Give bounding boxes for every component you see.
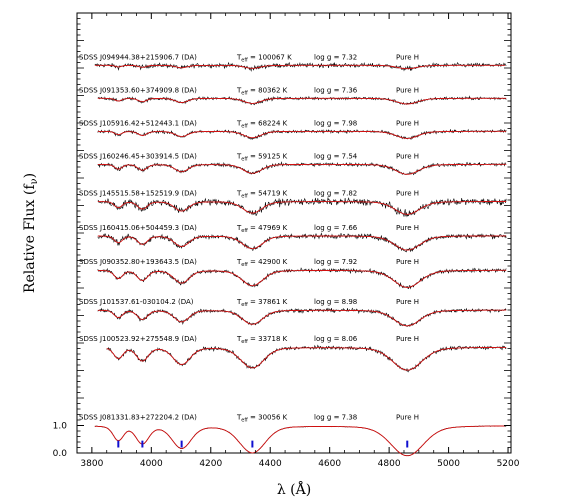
- spectrum-teff: Teff = 68224 K: [236, 119, 288, 129]
- spectrum-teff: Teff = 30056 K: [236, 414, 288, 424]
- spectrum-model: [97, 309, 507, 327]
- spectrum: [94, 425, 507, 457]
- spectrum-logg: log g = 7.32: [314, 53, 357, 61]
- spectrum-teff: Teff = 42900 K: [236, 258, 288, 268]
- spectrum-model: [106, 346, 507, 371]
- spectrum-teff: Teff = 37861 K: [236, 298, 288, 308]
- spectrum-model: [97, 269, 507, 288]
- spectrum-teff: Teff = 59125 K: [236, 152, 288, 162]
- spectrum: [97, 307, 507, 328]
- spectrum-composition: Pure H: [396, 224, 419, 232]
- x-tick-label: 4200: [199, 459, 222, 469]
- spectrum: [97, 128, 507, 140]
- spectrum-logg: log g = 8.98: [314, 298, 357, 306]
- spectrum-logg: log g = 7.54: [314, 152, 358, 160]
- spectrum-name: SDSS J105916.42+512443.1 (DA): [79, 119, 197, 127]
- spectrum-observed: [97, 95, 507, 106]
- plot-frame: [76, 12, 512, 454]
- spectrum-observed: [97, 161, 507, 176]
- spectrum-name: SDSS J081331.83+272204.2 (DA): [79, 414, 197, 422]
- spectrum-teff: Teff = 33718 K: [236, 335, 288, 345]
- spectrum-logg: log g = 8.06: [314, 335, 358, 343]
- spectrum-composition: Pure H: [396, 298, 419, 306]
- spectrum-teff: Teff = 100067 K: [236, 53, 292, 63]
- spectrum-logg: log g = 7.82: [314, 189, 357, 197]
- x-tick-label: 4600: [318, 459, 341, 469]
- spectrum-logg: log g = 7.38: [314, 414, 357, 422]
- x-tick-label: 5200: [497, 459, 520, 469]
- spectrum-composition: Pure H: [396, 258, 419, 266]
- spectrum-composition: Pure H: [396, 86, 419, 94]
- spectrum-composition: Pure H: [396, 189, 419, 197]
- spectrum-name: SDSS J160246.45+303914.5 (DA): [79, 152, 197, 160]
- x-tick-label: 4800: [378, 459, 401, 469]
- spectrum-model: [94, 425, 506, 457]
- y-tick-label: 1.0: [53, 422, 68, 432]
- x-axis: 3800 4000 4200 4400 4600 4800 5000 5200: [80, 13, 520, 469]
- spectrum-name: SDSS J094944.38+215906.7 (DA): [79, 53, 197, 61]
- spectrum-logg: log g = 7.36: [314, 86, 358, 94]
- spectrum-composition: Pure H: [396, 335, 419, 343]
- y-axis-title-main: Relative Flux (f: [22, 183, 38, 293]
- spectrum-model: [97, 130, 507, 139]
- x-axis-title: λ (Å): [277, 480, 311, 498]
- spectrum-composition: Pure H: [396, 414, 419, 422]
- spectrum-label: SDSS J100523.92+275548.9 (DA) Teff = 3371…: [79, 335, 419, 345]
- x-tick-label: 3800: [80, 459, 103, 469]
- spectrum-name: SDSS J100523.92+275548.9 (DA): [79, 335, 197, 343]
- spectrum-model: [97, 201, 507, 215]
- spectrum: [94, 61, 507, 72]
- spectrum-teff: Teff = 54719 K: [236, 189, 288, 199]
- x-tick-label: 5000: [437, 459, 460, 469]
- spectrum: [97, 197, 507, 218]
- y-axis-title-close: ): [22, 173, 38, 178]
- y-axis: 0.0 1.0: [53, 12, 511, 459]
- spectrum-name: SDSS J101537.61-030104.2 (DA): [79, 298, 194, 306]
- spectrum-observed: [94, 61, 507, 72]
- spectrum: [97, 232, 507, 253]
- y-axis-title: Relative Flux (fν): [22, 173, 40, 293]
- spectrum-logg: log g = 7.92: [314, 258, 357, 266]
- spectrum-model: [97, 235, 507, 251]
- spectrum: [106, 344, 507, 373]
- spectrum-composition: Pure H: [396, 119, 419, 127]
- spectrum-label: SDSS J160246.45+303914.5 (DA) Teff = 5912…: [79, 152, 419, 162]
- spectrum-labels: SDSS J094944.38+215906.7 (DA) Teff = 1000…: [79, 53, 419, 423]
- spectrum-model: [94, 64, 506, 70]
- spectrum: [97, 161, 507, 176]
- spectrum-teff: Teff = 80362 K: [236, 86, 288, 96]
- spectrum-label: SDSS J094944.38+215906.7 (DA) Teff = 1000…: [79, 53, 419, 63]
- spectrum: [97, 267, 507, 290]
- spectra-layer: [94, 61, 507, 457]
- spectrum-composition: Pure H: [396, 53, 419, 61]
- spectrum-label: SDSS J160415.06+504459.3 (DA) Teff = 4796…: [79, 224, 419, 234]
- spectrum-name: SDSS J145515.58+152519.9 (DA): [79, 189, 197, 197]
- spectrum-teff: Teff = 47969 K: [236, 224, 288, 234]
- spectrum-observed: [97, 197, 507, 218]
- spectrum-model: [97, 163, 507, 175]
- spectrum-name: SDSS J090352.80+193643.5 (DA): [79, 258, 197, 266]
- x-tick-label: 4000: [140, 459, 163, 469]
- spectrum-label: SDSS J145515.58+152519.9 (DA) Teff = 5471…: [79, 189, 419, 199]
- x-tick-label: 4400: [259, 459, 282, 469]
- spectrum-observed: [97, 128, 507, 140]
- spectrum-logg: log g = 7.98: [314, 119, 357, 127]
- spectrum-label: SDSS J101537.61-030104.2 (DA) Teff = 3786…: [79, 298, 419, 308]
- y-axis-title-sub: ν: [29, 178, 40, 184]
- spectrum-name: SDSS J160415.06+504459.3 (DA): [79, 224, 197, 232]
- spectrum-label: SDSS J090352.80+193643.5 (DA) Teff = 4290…: [79, 258, 419, 268]
- spectrum-logg: log g = 7.66: [314, 224, 358, 232]
- spectrum-composition: Pure H: [396, 152, 419, 160]
- spectrum-name: SDSS J091353.60+374909.8 (DA): [79, 86, 197, 94]
- spectrum: [97, 95, 507, 106]
- spectrum-label: SDSS J105916.42+512443.1 (DA) Teff = 6822…: [79, 119, 419, 129]
- balmer-markers: [117, 440, 409, 448]
- spectrum-model: [97, 97, 507, 105]
- y-tick-label: 0.0: [53, 449, 68, 459]
- spectrum-label: SDSS J081331.83+272204.2 (DA) Teff = 3005…: [79, 414, 419, 424]
- spectrum-label: SDSS J091353.60+374909.8 (DA) Teff = 8036…: [79, 86, 419, 96]
